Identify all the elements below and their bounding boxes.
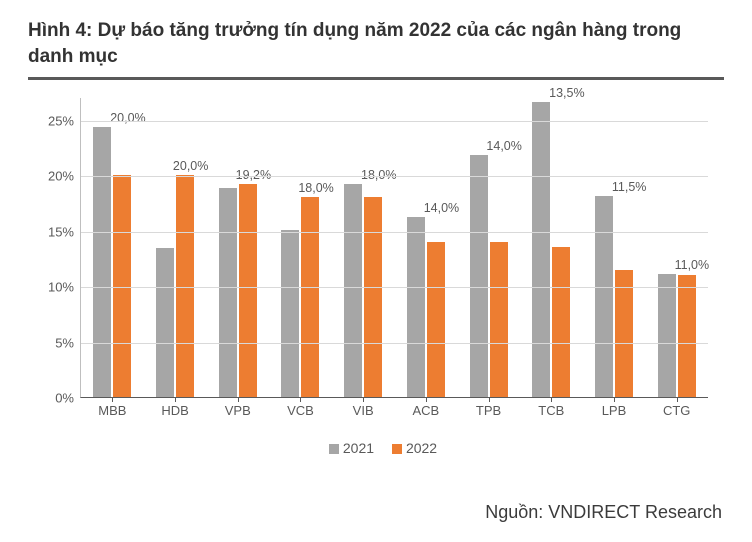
- bar-group: 11,5%LPB: [583, 98, 646, 397]
- bar-2021-CTG: [658, 274, 676, 397]
- source-text: Nguồn: VNDIRECT Research: [28, 502, 724, 523]
- plot-area: 20,0%MBB20,0%HDB19,2%VPB18,0%VCB18,0%VIB…: [80, 98, 708, 398]
- data-label: 18,0%: [298, 181, 333, 195]
- bar-2022-ACB: [427, 242, 445, 398]
- bar-group: 14,0%ACB: [395, 98, 458, 397]
- bar-2021-VIB: [344, 184, 362, 397]
- bar-group: 18,0%VCB: [269, 98, 332, 397]
- data-label: 18,0%: [361, 168, 396, 182]
- y-tick-label: 25%: [30, 113, 74, 128]
- bar-group: 11,0%CTG: [645, 98, 708, 397]
- x-tick: [677, 398, 678, 402]
- legend: 2021 2022: [28, 440, 724, 456]
- data-label: 11,5%: [612, 180, 647, 194]
- bar-groups: 20,0%MBB20,0%HDB19,2%VPB18,0%VCB18,0%VIB…: [81, 98, 708, 397]
- bar-2021-MBB: [93, 127, 111, 397]
- bar-2021-TPB: [470, 155, 488, 397]
- bar-group: 14,0%TPB: [457, 98, 520, 397]
- bar-2021-HDB: [156, 248, 174, 397]
- bar-2022-VCB: [301, 197, 319, 397]
- chart: 20,0%MBB20,0%HDB19,2%VPB18,0%VCB18,0%VIB…: [28, 90, 724, 460]
- data-label: 14,0%: [424, 201, 459, 215]
- bar-2022-LPB: [615, 270, 633, 398]
- bar-group: 13,5%TCB: [520, 98, 583, 397]
- x-tick: [551, 398, 552, 402]
- x-tick: [175, 398, 176, 402]
- bar-2021-LPB: [595, 196, 613, 397]
- y-tick-label: 15%: [30, 224, 74, 239]
- bar-2021-VCB: [281, 230, 299, 398]
- legend-swatch-2022: [392, 444, 402, 454]
- chart-title: Hình 4: Dự báo tăng trưởng tín dụng năm …: [28, 18, 724, 69]
- x-tick: [112, 398, 113, 402]
- legend-label-2021: 2021: [343, 440, 374, 456]
- x-tick: [614, 398, 615, 402]
- bar-group: 19,2%VPB: [206, 98, 269, 397]
- bar-group: 20,0%HDB: [144, 98, 207, 397]
- x-tick: [300, 398, 301, 402]
- y-tick-label: 10%: [30, 280, 74, 295]
- gridline: [81, 176, 708, 177]
- data-label: 11,0%: [675, 258, 710, 272]
- legend-label-2022: 2022: [406, 440, 437, 456]
- data-label: 20,0%: [173, 159, 208, 173]
- x-tick: [426, 398, 427, 402]
- bar-2021-VPB: [219, 188, 237, 397]
- bar-2022-TPB: [490, 242, 508, 398]
- bar-2021-TCB: [532, 102, 550, 398]
- bar-2022-CTG: [678, 275, 696, 397]
- bar-group: 18,0%VIB: [332, 98, 395, 397]
- legend-swatch-2021: [329, 444, 339, 454]
- data-label: 19,2%: [236, 168, 271, 182]
- gridline: [81, 232, 708, 233]
- x-tick: [238, 398, 239, 402]
- title-rule: [28, 77, 724, 80]
- bar-group: 20,0%MBB: [81, 98, 144, 397]
- x-tick: [363, 398, 364, 402]
- bar-2022-VIB: [364, 197, 382, 397]
- y-tick-label: 5%: [30, 335, 74, 350]
- y-tick-label: 0%: [30, 391, 74, 406]
- gridline: [81, 287, 708, 288]
- y-tick-label: 20%: [30, 169, 74, 184]
- bar-2021-ACB: [407, 217, 425, 397]
- x-tick: [489, 398, 490, 402]
- gridline: [81, 121, 708, 122]
- bar-2022-TCB: [552, 247, 570, 397]
- data-label: 14,0%: [486, 139, 521, 153]
- bar-2022-VPB: [239, 184, 257, 397]
- data-label: 20,0%: [110, 111, 145, 125]
- data-label: 13,5%: [549, 86, 584, 100]
- gridline: [81, 343, 708, 344]
